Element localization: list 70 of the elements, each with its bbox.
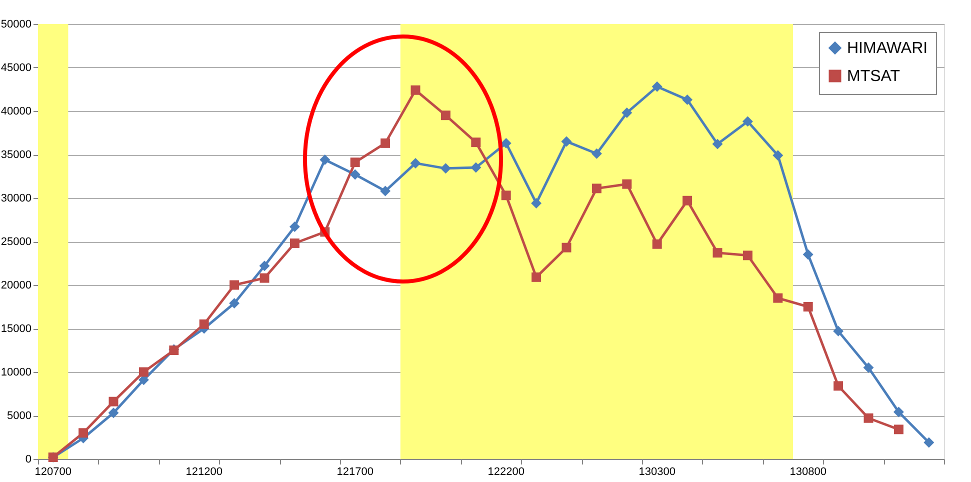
point: [803, 302, 813, 312]
point: [592, 184, 602, 194]
y-tick-label: 30000: [0, 192, 32, 204]
point: [289, 221, 300, 232]
y-tick-label: 15000: [0, 323, 32, 335]
y-tick-label: 40000: [0, 106, 32, 118]
point: [320, 154, 330, 165]
point: [440, 163, 451, 174]
point: [350, 158, 360, 168]
point: [652, 239, 662, 249]
point: [501, 190, 511, 200]
point: [864, 413, 874, 423]
point: [229, 298, 240, 309]
point: [802, 249, 814, 260]
point: [834, 381, 844, 391]
point: [440, 110, 450, 120]
point: [470, 162, 482, 173]
point: [561, 136, 572, 147]
point: [622, 179, 632, 189]
point: [380, 138, 390, 148]
x-tick-label: 130300: [638, 466, 676, 478]
point: [108, 408, 119, 418]
x-tick-label: 122200: [488, 466, 524, 478]
point: [532, 272, 542, 282]
point: [259, 260, 270, 272]
point: [471, 138, 481, 148]
legend-label: MTSAT: [847, 68, 900, 85]
y-tick-label: 0: [25, 454, 32, 466]
point: [350, 169, 360, 180]
point: [772, 150, 784, 161]
point: [78, 428, 88, 438]
point: [500, 138, 512, 148]
point: [260, 273, 270, 283]
point: [652, 81, 662, 92]
point: [138, 367, 148, 377]
point: [863, 362, 874, 373]
point: [742, 116, 753, 127]
x-tick-label: 120700: [34, 466, 72, 478]
point: [712, 248, 722, 258]
point: [833, 326, 844, 336]
y-tick-label: 25000: [0, 236, 32, 248]
x-tick-label: 130800: [790, 466, 826, 478]
x-tick-label: 121700: [336, 466, 374, 478]
point: [290, 238, 300, 248]
point: [410, 158, 421, 168]
point: [682, 196, 692, 206]
x-tick-label: 121200: [186, 466, 222, 478]
y-tick-label: 10000: [0, 366, 32, 378]
point: [531, 198, 542, 208]
y-tick-label: 35000: [0, 149, 32, 161]
y-tick-label: 50000: [0, 18, 32, 30]
point: [924, 437, 934, 448]
point: [893, 406, 904, 418]
point: [773, 293, 783, 303]
point: [894, 424, 904, 434]
point: [742, 250, 752, 260]
point: [230, 280, 240, 290]
point: [108, 396, 118, 406]
y-tick-label: 5000: [7, 410, 32, 422]
point: [622, 107, 632, 118]
point: [712, 138, 723, 150]
point: [410, 85, 420, 95]
point: [380, 186, 391, 196]
legend-label: HIMAWARI: [847, 40, 928, 57]
point: [199, 319, 209, 329]
point: [591, 148, 602, 159]
y-tick-label: 20000: [0, 280, 32, 292]
point: [682, 94, 693, 105]
y-tick-label: 45000: [0, 62, 32, 74]
point: [562, 242, 572, 252]
